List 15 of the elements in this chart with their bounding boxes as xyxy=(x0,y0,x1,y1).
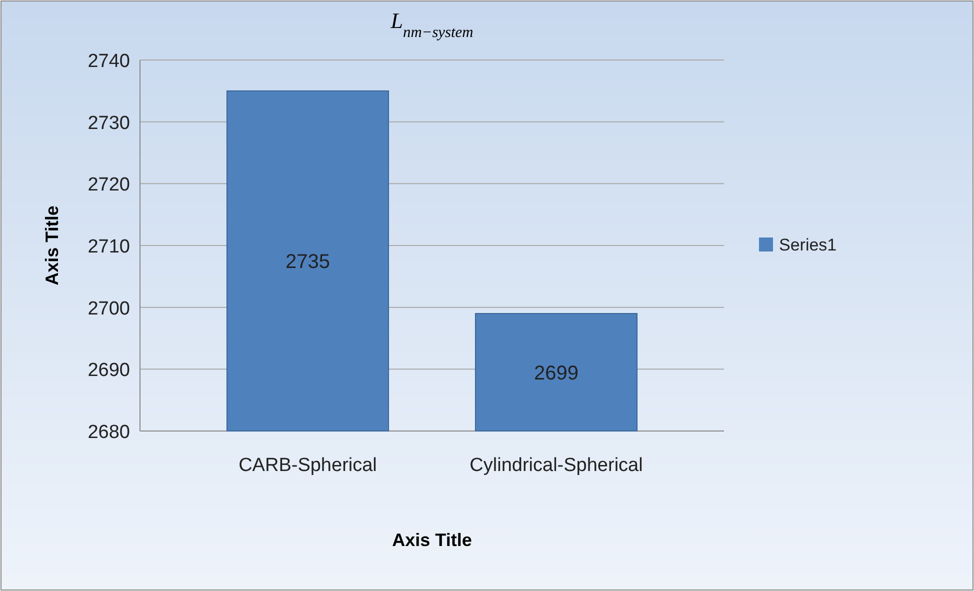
chart-title: L$_{nm−system}$ xyxy=(390,8,474,40)
text: Series1 xyxy=(779,236,837,254)
y-tick-label: 2680 xyxy=(88,422,130,443)
data-label: 2699 xyxy=(534,362,579,384)
y-axis-title: Axis Title xyxy=(42,206,62,286)
y-tick-label: 2700 xyxy=(88,298,130,320)
y-tick-label: 2710 xyxy=(88,236,130,258)
x-axis-title: Axis Title xyxy=(392,530,472,550)
y-tick-label: 2730 xyxy=(88,112,130,134)
y-tick-label: 2740 xyxy=(88,51,130,72)
y-tick-label: 2720 xyxy=(88,174,130,196)
x-tick-label: CARB-Spherical xyxy=(238,455,377,476)
data-label: 2735 xyxy=(285,250,330,273)
y-tick-label: 2690 xyxy=(88,360,130,382)
x-tick-label: Cylindrical-Spherical xyxy=(470,455,643,476)
